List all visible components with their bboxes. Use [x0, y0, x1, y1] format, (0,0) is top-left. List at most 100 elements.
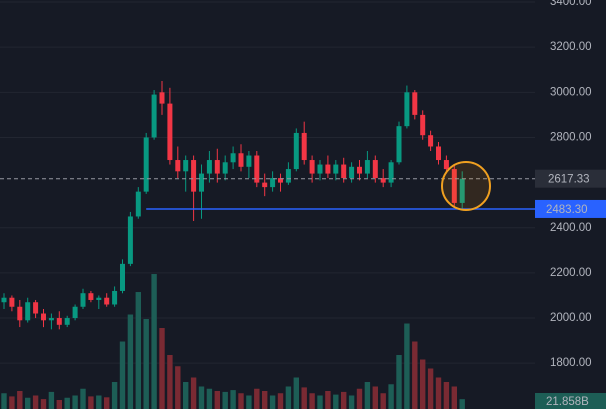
highlight-circle	[441, 161, 491, 211]
volume-bar	[404, 323, 410, 409]
volume-bar	[309, 393, 315, 409]
volume-bar	[356, 388, 363, 409]
y-tick-label: 3200.00	[550, 41, 592, 53]
candle-body	[80, 293, 86, 307]
grid	[0, 1, 535, 364]
volume-bar	[151, 274, 157, 409]
volume-bar	[56, 400, 62, 409]
candle-body	[9, 297, 15, 307]
volume-bar	[104, 397, 110, 409]
candle-body	[25, 302, 31, 321]
candle-body	[199, 173, 204, 192]
candle-body	[104, 297, 110, 305]
candle-body	[380, 178, 386, 183]
candle-body	[143, 137, 149, 192]
volume-bar	[48, 391, 55, 409]
candle-body	[372, 160, 378, 179]
candle-body	[436, 146, 441, 161]
volume-bar	[1, 393, 7, 409]
volume-bar	[25, 397, 31, 409]
volume-label: 21.858B	[546, 396, 589, 408]
candle-body	[301, 132, 307, 161]
volume-bar	[262, 391, 268, 409]
candle-body	[72, 306, 78, 319]
candle-body	[443, 160, 449, 170]
candle-body	[459, 178, 465, 203]
volume-bar	[341, 391, 347, 409]
volume-bar	[238, 393, 244, 409]
volume-bar	[127, 314, 134, 409]
candle-body	[278, 178, 283, 183]
candle-body	[396, 126, 402, 163]
candle-body	[293, 132, 299, 170]
y-tick-label: 2000.00	[550, 312, 592, 324]
candle-body	[357, 166, 362, 174]
last-price-label: 2617.33	[548, 174, 590, 186]
candle-body	[238, 153, 244, 167]
volume-bar	[222, 391, 228, 409]
volume-bar	[412, 341, 418, 409]
volume-bar	[325, 391, 331, 409]
candle-body	[309, 160, 315, 174]
candle-body	[167, 103, 173, 161]
volume-bar	[364, 382, 371, 409]
y-tick-label: 2800.00	[550, 131, 592, 143]
candle-body	[159, 92, 165, 104]
candle-body	[112, 290, 118, 305]
level-tag	[535, 199, 606, 218]
candles	[1, 81, 465, 330]
volume-bar	[198, 386, 205, 409]
volume-bar	[277, 393, 284, 409]
volume-bar	[380, 393, 386, 409]
candle-body	[230, 153, 236, 163]
candle-body	[175, 160, 181, 172]
volume-bar	[111, 382, 118, 409]
candle-body	[388, 162, 394, 183]
candle-body	[317, 164, 323, 174]
last-price-tag	[535, 169, 606, 188]
volume-tag	[535, 393, 606, 409]
volume-bar	[206, 388, 213, 409]
volume-bar	[435, 377, 442, 409]
volume-bar	[119, 341, 126, 409]
volume-bar	[80, 388, 86, 409]
y-tick-label: 2400.00	[550, 222, 592, 234]
volume-bar	[246, 395, 252, 409]
volume-bar	[40, 399, 47, 409]
candle-body	[404, 92, 410, 127]
volume-bar	[175, 366, 181, 409]
volume-bar	[372, 386, 378, 409]
candle-body	[325, 164, 331, 174]
candle-body	[341, 164, 347, 179]
volume-bar	[190, 377, 197, 409]
volume-bar	[293, 377, 299, 409]
candle-body	[412, 92, 418, 115]
volume-bar	[333, 394, 339, 409]
candle-body	[127, 216, 133, 264]
volume-bar	[348, 395, 355, 409]
candle-body	[270, 178, 276, 188]
level-label: 2483.30	[546, 204, 588, 216]
candle-body	[48, 318, 54, 321]
volume-bar	[451, 386, 457, 409]
volume-bar	[301, 387, 307, 409]
candle-body	[420, 114, 426, 136]
candle-body	[64, 318, 70, 325]
candle-body	[262, 182, 268, 188]
candle-body	[254, 155, 260, 183]
volume-bar	[443, 382, 450, 409]
candle-body	[96, 297, 102, 300]
candle-body	[56, 318, 62, 325]
candle-body	[120, 263, 125, 291]
volume-bar	[17, 391, 23, 409]
candle-body	[17, 306, 23, 321]
volume-bar	[9, 396, 15, 409]
y-tick-label: 3000.00	[550, 86, 592, 98]
candle-body	[1, 297, 7, 303]
y-tick-label: 3400.00	[550, 0, 592, 8]
candle-body	[214, 160, 220, 174]
candle-body	[428, 135, 434, 147]
candle-body	[33, 302, 39, 314]
volume-bar	[420, 359, 426, 409]
volume-bar	[143, 319, 149, 409]
